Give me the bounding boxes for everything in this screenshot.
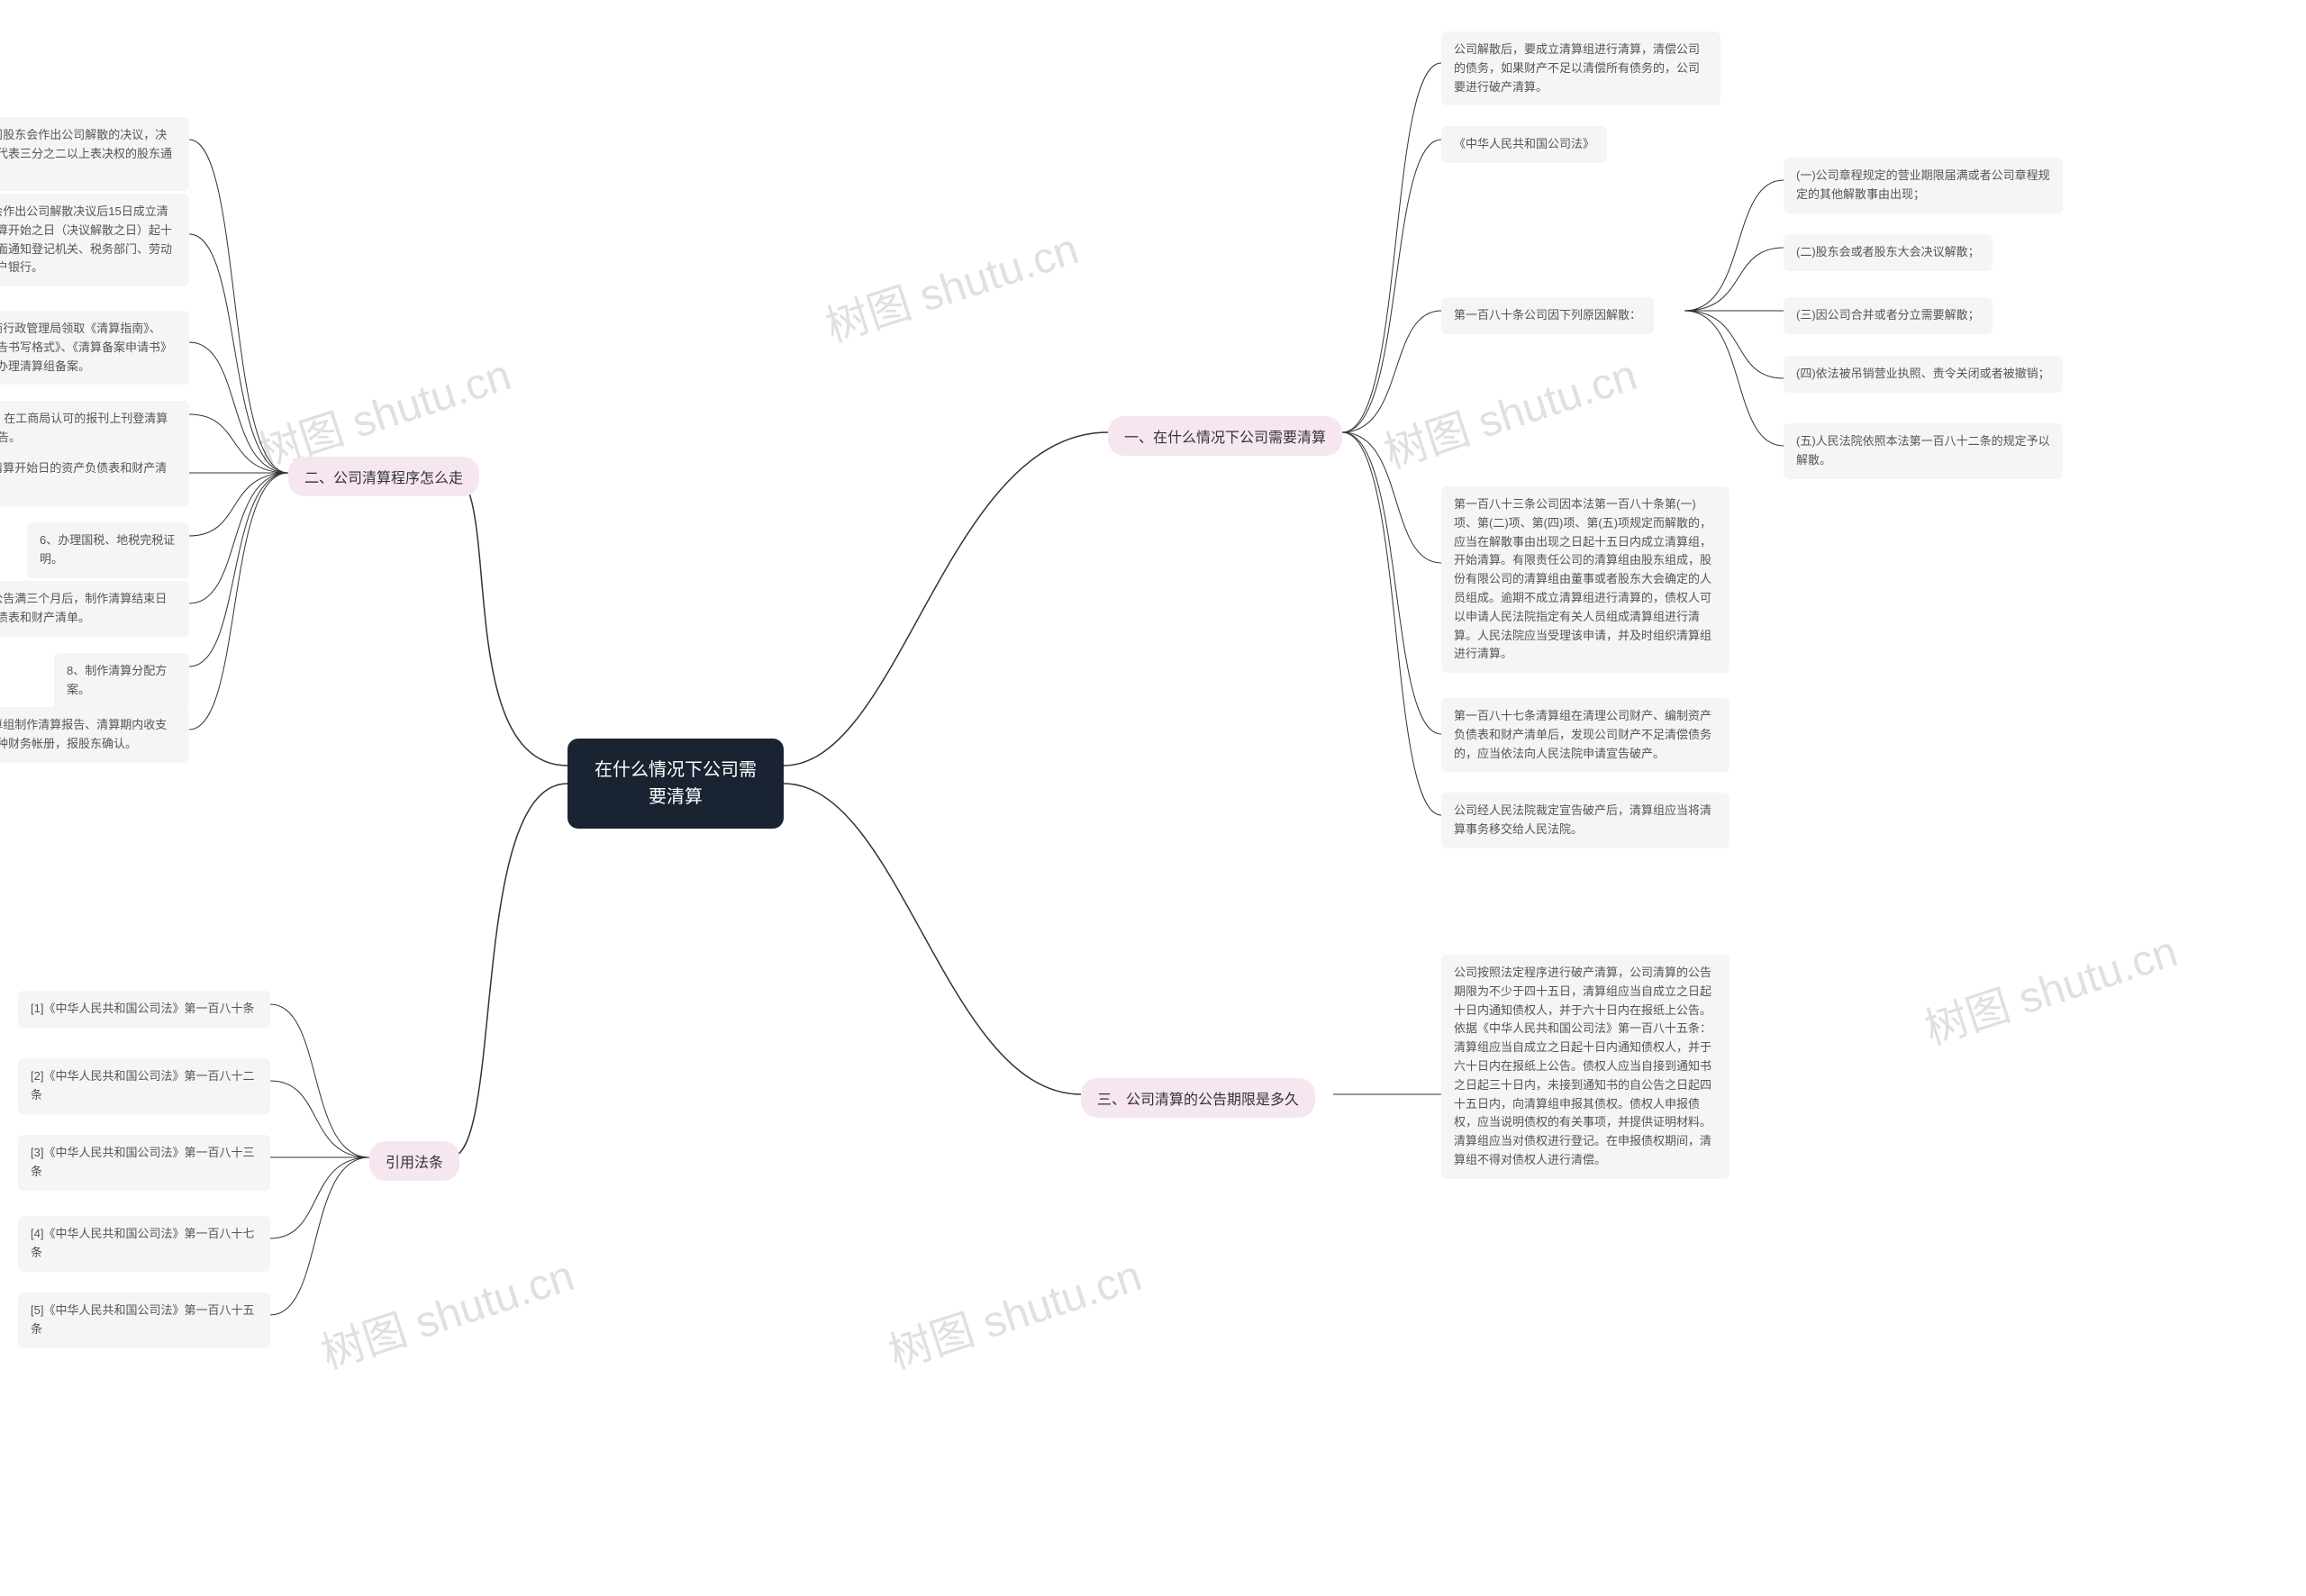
branch-2-leaf-6: 6、办理国税、地税完税证明。: [27, 522, 189, 578]
branch-3-leaf-1: 公司按照法定程序进行破产清算，公司清算的公告期限为不少于四十五日，清算组应当自成…: [1441, 955, 1730, 1179]
branch-4-leaf-3: [3]《中华人民共和国公司法》第一百八十三条: [18, 1135, 270, 1191]
branch-1-leaf-3-sub-2: (二)股东会或者股东大会决议解散；: [1784, 234, 1993, 271]
branch-4-leaf-4: [4]《中华人民共和国公司法》第一百八十七条: [18, 1216, 270, 1272]
branch-2-leaf-8: 8、制作清算分配方案。: [54, 653, 189, 709]
watermark: 树图 shutu.cn: [1375, 340, 1643, 480]
branch-2-leaf-1: 1、由公司股东会作出公司解散的决议，决议必须经代表三分之二以上表决权的股东通过。: [0, 117, 189, 191]
branch-4-leaf-5: [5]《中华人民共和国公司法》第一百八十五条: [18, 1292, 270, 1348]
branch-1-leaf-2: 《中华人民共和国公司法》: [1441, 126, 1607, 163]
branch-4: 引用法条: [369, 1141, 459, 1181]
branch-2-leaf-5: 5、制作清算开始日的资产负债表和财产清单。: [0, 450, 189, 506]
branch-2-leaf-2: 2、股东会作出公司解散决议后15日成立清算组。清算开始之日（决议解散之日）起十日…: [0, 194, 189, 286]
watermark: 树图 shutu.cn: [1915, 916, 2183, 1056]
branch-1-leaf-1: 公司解散后，要成立清算组进行清算，清偿公司的债务，如果财产不足以清偿所有债务的，…: [1441, 32, 1720, 105]
branch-1-leaf-5: 第一百八十七条清算组在清理公司财产、编制资产负债表和财产清单后，发现公司财产不足…: [1441, 698, 1730, 772]
branch-2-leaf-3: 3、到工商行政管理局领取《清算指南》、《清算报告书写格式》、《清算备案申请书》等…: [0, 311, 189, 385]
branch-1-leaf-3-sub-1: (一)公司章程规定的营业期限届满或者公司章程规定的其他解散事由出现；: [1784, 158, 2063, 213]
branch-1-leaf-3-sub-4: (四)依法被吊销营业执照、责令关闭或者被撤销；: [1784, 356, 2063, 393]
branch-4-leaf-1: [1]《中华人民共和国公司法》第一百八十条: [18, 991, 270, 1028]
watermark: 树图 shutu.cn: [816, 213, 1085, 354]
branch-2-leaf-4: 4、在工商局认可的报刊上刊登清算公告。: [0, 401, 189, 457]
center-topic: 在什么情况下公司需要清算: [567, 739, 784, 829]
branch-2-leaf-7: 7、清算公告满三个月后，制作清算结束日的资产负债表和财产清单。: [0, 581, 189, 637]
branch-4-leaf-2: [2]《中华人民共和国公司法》第一百八十二条: [18, 1058, 270, 1114]
branch-1: 一、在什么情况下公司需要清算: [1108, 416, 1342, 456]
branch-1-leaf-3-sub-3: (三)因公司合并或者分立需要解散；: [1784, 297, 1993, 334]
watermark: 树图 shutu.cn: [312, 1240, 580, 1381]
branch-2-leaf-9: 9、由清算组制作清算报告、清算期内收支报表和各种财务帐册，报股东确认。: [0, 707, 189, 763]
branch-2: 二、公司清算程序怎么走: [288, 457, 479, 496]
branch-1-leaf-4: 第一百八十三条公司因本法第一百八十条第(一)项、第(二)项、第(四)项、第(五)…: [1441, 486, 1730, 673]
branch-1-leaf-3: 第一百八十条公司因下列原因解散：: [1441, 297, 1654, 334]
branch-1-leaf-3-sub-5: (五)人民法院依照本法第一百八十二条的规定予以解散。: [1784, 423, 2063, 479]
watermark: 树图 shutu.cn: [879, 1240, 1148, 1381]
branch-1-leaf-6: 公司经人民法院裁定宣告破产后，清算组应当将清算事务移交给人民法院。: [1441, 793, 1730, 848]
branch-3: 三、公司清算的公告期限是多久: [1081, 1078, 1315, 1118]
